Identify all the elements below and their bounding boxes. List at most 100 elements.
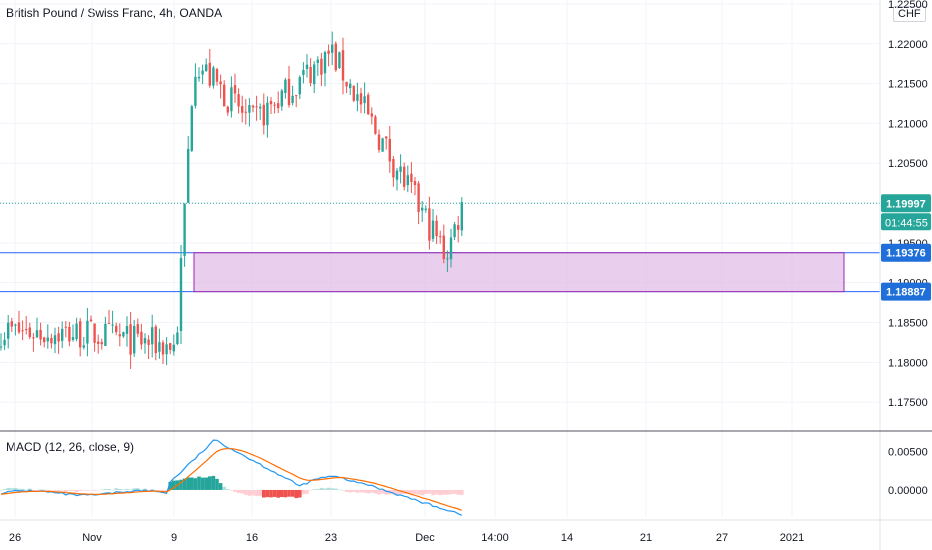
- candle-body: [323, 52, 327, 74]
- macd-histogram-bar: [280, 489, 284, 497]
- macd-histogram-bar: [233, 489, 237, 492]
- macd-histogram-bar: [442, 489, 446, 495]
- macd-histogram-bar: [0, 489, 3, 491]
- zone-top-label-bg: [881, 243, 931, 262]
- macd-histogram-bar: [431, 489, 435, 496]
- candle-body: [226, 106, 229, 113]
- macd-histogram-bar: [240, 489, 244, 494]
- macd-histogram-bar: [67, 489, 72, 491]
- candle-body: [154, 326, 157, 354]
- macd-histogram-bar: [136, 488, 140, 490]
- candle-body: [151, 327, 154, 345]
- candle-body: [133, 325, 136, 354]
- macd-histogram-bar: [53, 489, 57, 491]
- candle-body: [320, 58, 323, 75]
- candle-body: [446, 258, 449, 260]
- candle-body: [413, 181, 417, 186]
- time-tick-label: 14:00: [481, 532, 509, 544]
- macd-histogram-bar: [294, 489, 298, 499]
- candle-body: [35, 330, 39, 338]
- current-price-label-bg: [881, 194, 931, 213]
- macd-histogram-bar: [460, 489, 464, 495]
- candle-body: [21, 330, 24, 332]
- time-tick-label: 23: [325, 532, 337, 544]
- macd-histogram-bar: [100, 489, 104, 491]
- macd-histogram-bar: [348, 489, 352, 493]
- candle-body: [442, 235, 445, 260]
- macd-histogram-bar: [398, 489, 403, 494]
- macd-histogram-bar: [344, 489, 349, 492]
- countdown-label-bg: [881, 213, 931, 231]
- macd-histogram-bar: [456, 489, 460, 495]
- macd-histogram-bar: [10, 488, 14, 490]
- macd-histogram-bar: [118, 488, 122, 490]
- macd-histogram-bar: [60, 489, 64, 491]
- macd-histogram-bar: [330, 488, 334, 490]
- time-tick-label: 14: [561, 532, 573, 544]
- candle-body: [223, 84, 226, 107]
- candle-body: [201, 70, 204, 75]
- macd-histogram-bar: [218, 483, 223, 490]
- candle-body: [53, 335, 57, 345]
- macd-histogram-bar: [301, 489, 306, 495]
- macd-histogram-bar: [38, 489, 43, 490]
- candle-body: [183, 203, 186, 256]
- macd-histogram-bar: [254, 489, 259, 497]
- candle-body: [75, 323, 78, 340]
- macd-histogram-bar: [107, 488, 111, 490]
- candle-body: [129, 324, 132, 355]
- candle-body: [309, 66, 312, 83]
- macd-histogram-bar: [445, 489, 450, 495]
- candle-body: [172, 344, 175, 352]
- macd-histogram-bar: [366, 489, 370, 494]
- macd-histogram-bar: [377, 489, 381, 495]
- currency-button[interactable]: CHF: [893, 6, 926, 22]
- macd-histogram-bar: [337, 489, 342, 491]
- candle-body: [107, 323, 111, 325]
- candle-body: [118, 334, 121, 337]
- price-tick-label: 1.20500: [888, 158, 928, 170]
- candle-body: [356, 94, 359, 101]
- macd-histogram-bar: [92, 489, 97, 491]
- macd-histogram-bar: [49, 489, 54, 491]
- macd-histogram-bar: [308, 489, 313, 491]
- candle-body: [338, 52, 341, 68]
- macd-histogram-bar: [96, 489, 100, 491]
- macd-histogram-bar: [74, 489, 79, 492]
- time-tick-label: 21: [640, 532, 652, 544]
- price-tick-label: 1.18000: [888, 357, 928, 369]
- macd-histogram-bar: [168, 481, 172, 490]
- macd-histogram-bar: [319, 487, 324, 490]
- macd-histogram-bar: [251, 489, 255, 496]
- macd-histogram-bar: [262, 489, 266, 498]
- candle-body: [349, 83, 352, 89]
- candle-body: [3, 339, 6, 346]
- candle-body: [359, 93, 363, 105]
- candle-body: [345, 81, 348, 87]
- macd-histogram-bar: [287, 489, 291, 497]
- candle-body: [32, 337, 35, 339]
- candle-body: [208, 62, 211, 86]
- candle-body: [388, 138, 391, 162]
- macd-histogram-bar: [125, 488, 129, 490]
- time-tick-label: 9: [171, 532, 177, 544]
- macd-histogram-bar: [28, 488, 32, 490]
- price-tick-label: 1.22000: [888, 39, 928, 51]
- macd-histogram-bar: [161, 489, 165, 491]
- macd-histogram-bar: [20, 488, 25, 490]
- candle-body: [255, 106, 258, 108]
- candle-body: [10, 321, 13, 327]
- candle-body: [453, 224, 456, 238]
- candle-body: [248, 105, 251, 113]
- macd-histogram-bar: [17, 488, 21, 490]
- time-tick-label: 27: [716, 532, 728, 544]
- candle-body: [457, 225, 460, 230]
- candle-body: [111, 324, 114, 326]
- candle-body: [449, 237, 453, 260]
- macd-histogram-bar: [35, 489, 39, 491]
- current-price-label: 1.19997: [886, 198, 926, 210]
- macd-histogram-bar: [312, 489, 316, 490]
- macd-histogram-bar: [283, 489, 288, 498]
- candle-body: [165, 344, 168, 355]
